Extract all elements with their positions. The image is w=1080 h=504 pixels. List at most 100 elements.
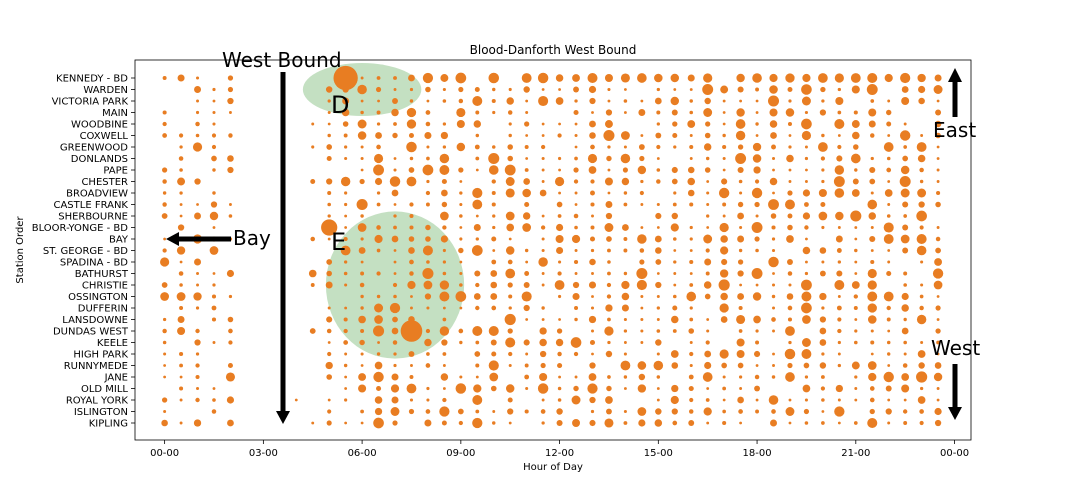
data-point <box>228 133 233 138</box>
data-point <box>195 133 200 138</box>
data-point <box>162 202 167 207</box>
data-point <box>539 189 547 197</box>
x-tick-label: 12-00 <box>545 448 574 459</box>
data-point <box>177 74 185 82</box>
data-point <box>439 326 450 336</box>
data-point <box>327 237 331 241</box>
data-point <box>919 179 924 184</box>
data-point <box>376 110 381 115</box>
data-point <box>344 145 348 149</box>
data-point <box>162 317 167 322</box>
data-point <box>344 156 348 161</box>
data-point <box>605 304 613 312</box>
data-point <box>883 371 894 383</box>
data-point <box>920 134 924 137</box>
data-point <box>475 340 480 345</box>
data-point <box>491 305 497 311</box>
data-point <box>867 291 878 302</box>
data-point <box>751 268 763 279</box>
data-point <box>788 134 792 137</box>
data-point <box>770 132 777 139</box>
data-point <box>590 306 595 310</box>
data-point <box>389 176 401 187</box>
data-point <box>851 85 860 94</box>
data-point <box>672 202 677 207</box>
data-point <box>722 202 727 207</box>
data-point <box>916 233 927 245</box>
data-point <box>162 110 167 115</box>
data-point <box>804 225 809 230</box>
data-point <box>720 292 728 301</box>
data-point <box>227 75 234 81</box>
station-label: LANSDOWNE <box>62 315 128 326</box>
data-point <box>936 226 940 229</box>
data-point <box>374 396 383 404</box>
data-point <box>424 293 432 300</box>
data-point <box>607 99 611 103</box>
data-point <box>574 191 578 195</box>
data-point <box>541 248 545 253</box>
data-point <box>737 235 745 243</box>
data-point <box>440 211 449 221</box>
data-point <box>455 291 467 302</box>
data-point <box>819 109 827 116</box>
data-point <box>737 270 744 277</box>
data-point <box>656 398 660 402</box>
data-point <box>508 133 512 138</box>
data-point <box>755 398 759 402</box>
data-point <box>426 99 430 103</box>
data-point <box>523 282 530 288</box>
data-point <box>327 111 331 114</box>
data-point <box>853 110 858 115</box>
data-point <box>488 360 499 371</box>
data-point <box>196 386 200 391</box>
data-point <box>488 165 499 175</box>
data-point <box>492 145 496 149</box>
data-point <box>935 132 941 139</box>
data-point <box>673 191 677 195</box>
data-point <box>211 294 217 299</box>
data-point <box>163 375 167 379</box>
data-point <box>327 306 331 310</box>
data-point <box>225 372 235 382</box>
data-point <box>886 156 891 161</box>
data-point <box>377 341 380 344</box>
data-point <box>656 87 660 92</box>
data-point <box>508 122 512 126</box>
data-point <box>769 85 778 94</box>
data-point <box>703 108 713 117</box>
data-point <box>919 409 924 414</box>
data-point <box>409 375 414 379</box>
data-point <box>160 292 170 301</box>
data-point <box>834 280 845 290</box>
data-point <box>785 73 795 83</box>
data-point <box>179 168 183 172</box>
data-point <box>508 363 512 368</box>
data-point <box>210 201 218 208</box>
data-point <box>507 282 513 288</box>
data-point <box>422 72 434 84</box>
data-point <box>623 387 627 390</box>
data-point <box>687 189 695 197</box>
data-point <box>229 111 232 114</box>
data-point <box>475 409 480 414</box>
data-point <box>718 279 730 291</box>
data-point <box>870 259 875 265</box>
data-point <box>736 108 745 117</box>
station-label: KENNEDY - BD <box>56 74 128 85</box>
east-label: East <box>933 118 976 142</box>
data-point <box>177 316 185 323</box>
data-point <box>344 306 348 310</box>
data-point <box>819 316 827 323</box>
data-point <box>640 179 644 184</box>
data-point <box>442 317 447 322</box>
data-point <box>654 97 662 105</box>
data-point <box>739 421 743 425</box>
data-point <box>639 259 645 265</box>
data-point <box>934 74 942 82</box>
west-bound-label: West Bound <box>222 48 342 72</box>
data-point <box>737 396 744 404</box>
data-point <box>474 270 481 277</box>
data-point <box>916 314 927 325</box>
data-point <box>504 313 516 326</box>
